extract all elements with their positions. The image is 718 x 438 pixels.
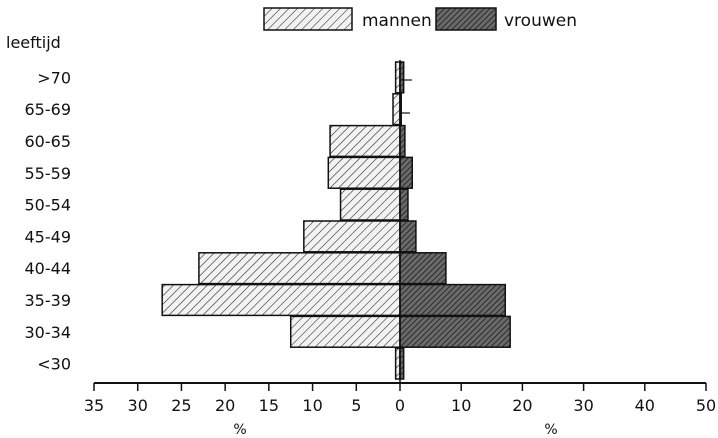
legend-label-vrouwen: vrouwen	[504, 11, 577, 31]
x-tick-label-right: 0	[395, 396, 405, 415]
x-tick-label-left: 5	[351, 396, 361, 415]
bar-mannen	[289, 315, 401, 348]
x-tick-label-right: 30	[573, 396, 593, 415]
x-tick-label-right: 50	[696, 396, 716, 415]
x-tick-label-right: 20	[512, 396, 532, 415]
legend: mannen vrouwen	[263, 7, 577, 31]
bar-mannen	[392, 93, 401, 126]
category-label: <30	[37, 355, 71, 374]
x-tick-label-left: 10	[302, 396, 322, 415]
bar-mannen	[303, 220, 401, 253]
category-label: 65-69	[25, 100, 72, 119]
bar-vrouwen	[399, 283, 507, 317]
category-label: 50-54	[25, 196, 72, 215]
category-label: 35-39	[25, 291, 72, 310]
bar-mannen	[339, 188, 401, 221]
x-tick-label-right: 40	[635, 396, 655, 415]
x-tick-label-right: 10	[451, 396, 471, 415]
category-labels: >70 65-69 60-65 55-59 50-54 45-49 40-44 35-39 30…	[25, 68, 72, 373]
category-label: 30-34	[25, 323, 72, 342]
category-label: 45-49	[25, 227, 72, 246]
bar-mannen	[161, 283, 401, 317]
legend-swatch-vrouwen	[435, 7, 497, 31]
bars-group	[161, 61, 511, 380]
bar-vrouwen	[399, 315, 511, 348]
category-label: 60-65	[25, 132, 72, 151]
x-axis: 35 30 25 20 15 10 5 0 10 20 30 40 50	[84, 60, 716, 415]
bar-vrouwen	[399, 156, 413, 189]
x-tick-label-left: 20	[215, 396, 235, 415]
category-label: 55-59	[25, 164, 72, 183]
bar-mannen	[198, 252, 401, 285]
x-tick-label-left: 30	[128, 396, 148, 415]
bar-vrouwen	[399, 220, 417, 253]
legend-label-mannen: mannen	[362, 11, 432, 31]
x-axis-unit-right: %	[544, 422, 557, 438]
x-tick-label-left: 35	[84, 396, 104, 415]
category-label: >70	[37, 68, 71, 87]
legend-swatch-mannen	[263, 7, 353, 31]
bar-vrouwen	[399, 188, 409, 221]
bar-mannen	[327, 156, 401, 189]
category-label: 40-44	[25, 259, 72, 278]
x-tick-label-left: 15	[259, 396, 279, 415]
bar-vrouwen	[399, 252, 447, 285]
bar-mannen	[329, 124, 401, 158]
y-axis-title: leeftijd	[6, 33, 61, 52]
x-tick-label-left: 25	[171, 396, 191, 415]
x-axis-unit-left: %	[233, 422, 246, 438]
